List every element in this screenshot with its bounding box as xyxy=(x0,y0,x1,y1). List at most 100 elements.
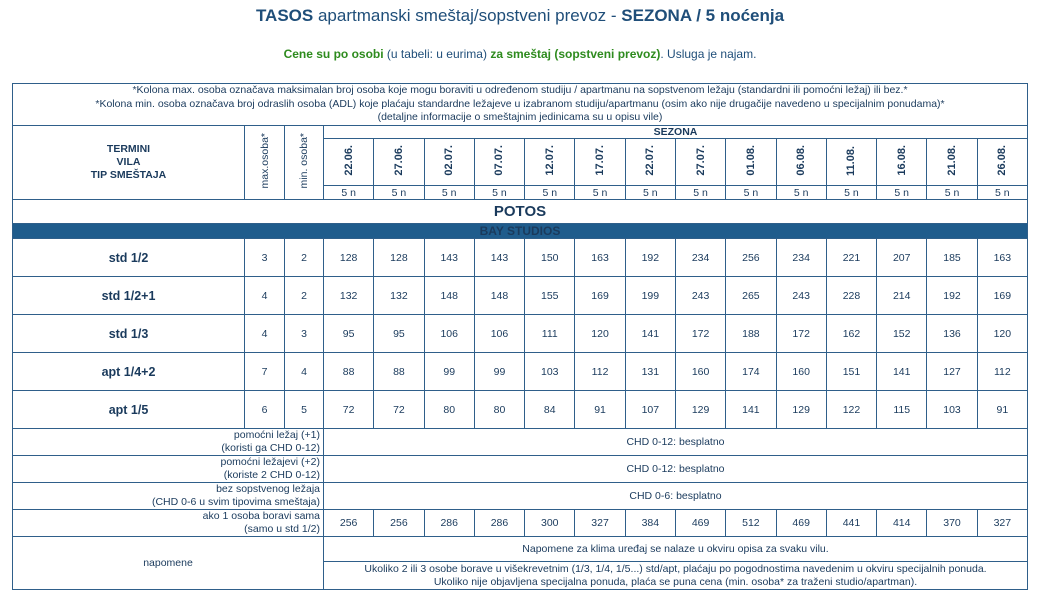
max-cell: 4 xyxy=(244,276,285,315)
price-cell: 80 xyxy=(473,390,526,429)
extra-row: pomoćni ležaj (+1) (koristi ga CHD 0-12) C… xyxy=(12,428,1028,456)
nights-cell: 5 n xyxy=(624,185,676,200)
page-subtitle: Cene su po osobi (u tabeli: u eurima) za… xyxy=(283,47,757,61)
season-header: SEZONA xyxy=(323,125,1028,139)
price-cell: 265 xyxy=(725,276,777,315)
price-cell: 120 xyxy=(574,314,626,353)
price-cell: 327 xyxy=(574,509,626,537)
unit-name: std 1/2 xyxy=(12,238,245,277)
extra-value: CHD 0-6: besplatno xyxy=(323,482,1028,510)
unit-row: std 1/2 3 2 128 128 143 143 150 163 192 234 256 234 2… xyxy=(12,238,1029,277)
price-cell: 129 xyxy=(775,390,827,429)
extra-label: bez sopstvenog ležaja (CHD 0-6 u svim tip… xyxy=(12,482,324,510)
nights-cell: 5 n xyxy=(775,185,827,200)
price-cell: 370 xyxy=(926,509,978,537)
price-cell: 234 xyxy=(775,238,827,277)
date-label: 22.07. xyxy=(644,145,657,176)
max-cell: 6 xyxy=(244,390,285,429)
date-header: 21.08. xyxy=(926,138,978,186)
price-cell: 150 xyxy=(524,238,576,277)
price-cell: 207 xyxy=(876,238,928,277)
extra-row: bez sopstvenog ležaja (CHD 0-6 u svim tip… xyxy=(12,482,1028,510)
date-label: 22.06. xyxy=(342,145,355,176)
price-cell: 103 xyxy=(926,390,978,429)
date-label: 11.08. xyxy=(845,145,858,176)
price-cell: 72 xyxy=(373,390,425,429)
price-cell: 192 xyxy=(926,276,978,315)
max-header: max.osoba* xyxy=(244,125,285,200)
date-label: 27.07. xyxy=(694,145,707,176)
extra-row: pomoćni ležajevi (+2) (koriste 2 CHD 0-12… xyxy=(12,455,1028,483)
unit-name: apt 1/4+2 xyxy=(12,352,245,391)
min-cell: 5 xyxy=(284,390,324,429)
single-row: ako 1 osoba boravi sama (samo u std 1/2) 2… xyxy=(12,509,1029,537)
price-cell: 136 xyxy=(926,314,978,353)
price-cell: 188 xyxy=(725,314,777,353)
price-cell: 172 xyxy=(674,314,727,353)
price-cell: 469 xyxy=(674,509,727,537)
extra-label: pomoćni ležajevi (+2) (koriste 2 CHD 0-12… xyxy=(12,455,324,483)
notes-cell: *Kolona max. osoba označava maksimalan b… xyxy=(12,83,1028,126)
date-header: 27.06. xyxy=(373,138,425,186)
nights-cell: 5 n xyxy=(473,185,526,200)
date-header: 26.08. xyxy=(976,138,1029,186)
price-cell: 91 xyxy=(574,390,626,429)
unit-row: apt 1/5 6 5 72 72 80 80 84 91 107 129 141 129 122 115 1… xyxy=(12,390,1029,429)
price-cell: 199 xyxy=(624,276,676,315)
price-cell: 174 xyxy=(725,352,777,391)
price-cell: 103 xyxy=(524,352,576,391)
date-label: 16.08. xyxy=(895,145,908,176)
unit-row: std 1/2+1 4 2 132 132 148 148 155 169 199 243 265 24… xyxy=(12,276,1029,315)
nights-cell: 5 n xyxy=(725,185,777,200)
header-left: TERMINI VILA TIP SMEŠTAJA xyxy=(12,125,245,200)
date-label: 21.08. xyxy=(946,145,959,176)
price-cell: 214 xyxy=(876,276,928,315)
price-cell: 300 xyxy=(524,509,576,537)
price-cell: 172 xyxy=(775,314,827,353)
date-label: 26.08. xyxy=(996,145,1009,176)
date-label: 12.07. xyxy=(543,145,556,176)
price-cell: 141 xyxy=(876,352,928,391)
min-cell: 4 xyxy=(284,352,324,391)
nights-cell: 5 n xyxy=(423,185,475,200)
unit-row: std 1/3 4 3 95 95 106 106 111 120 141 172 188 172 162… xyxy=(12,314,1029,353)
price-cell: 256 xyxy=(373,509,425,537)
min-cell: 2 xyxy=(284,238,324,277)
nights-cell: 5 n xyxy=(674,185,727,200)
date-label: 02.07. xyxy=(443,145,456,176)
price-cell: 84 xyxy=(524,390,576,429)
nights-cell: 5 n xyxy=(976,185,1029,200)
price-cell: 169 xyxy=(976,276,1029,315)
price-cell: 152 xyxy=(876,314,928,353)
date-header: 02.07. xyxy=(423,138,475,186)
price-cell: 111 xyxy=(524,314,576,353)
date-header: 16.08. xyxy=(876,138,928,186)
price-cell: 221 xyxy=(825,238,878,277)
price-cell: 72 xyxy=(322,390,375,429)
price-cell: 127 xyxy=(926,352,978,391)
group-title: BAY STUDIOS xyxy=(12,223,1028,239)
unit-name: apt 1/5 xyxy=(12,390,245,429)
price-cell: 95 xyxy=(322,314,375,353)
nights-cell: 5 n xyxy=(524,185,576,200)
price-cell: 148 xyxy=(423,276,475,315)
remarks-line: Ukoliko 2 ili 3 osobe borave u višekreve… xyxy=(323,561,1028,590)
date-label: 17.07. xyxy=(594,145,607,176)
price-table: *Kolona max. osoba označava maksimalan b… xyxy=(12,83,1029,590)
price-cell: 286 xyxy=(423,509,475,537)
price-cell: 99 xyxy=(473,352,526,391)
remarks-label: napomene xyxy=(12,536,324,590)
min-cell: 2 xyxy=(284,276,324,315)
price-cell: 80 xyxy=(423,390,475,429)
price-cell: 106 xyxy=(473,314,526,353)
price-cell: 128 xyxy=(373,238,425,277)
price-cell: 228 xyxy=(825,276,878,315)
price-cell: 141 xyxy=(624,314,676,353)
date-header: 07.07. xyxy=(473,138,526,186)
price-cell: 243 xyxy=(775,276,827,315)
date-label: 01.08. xyxy=(744,145,757,176)
price-cell: 441 xyxy=(825,509,878,537)
date-header: 22.06. xyxy=(322,138,375,186)
price-cell: 256 xyxy=(725,238,777,277)
price-cell: 88 xyxy=(373,352,425,391)
